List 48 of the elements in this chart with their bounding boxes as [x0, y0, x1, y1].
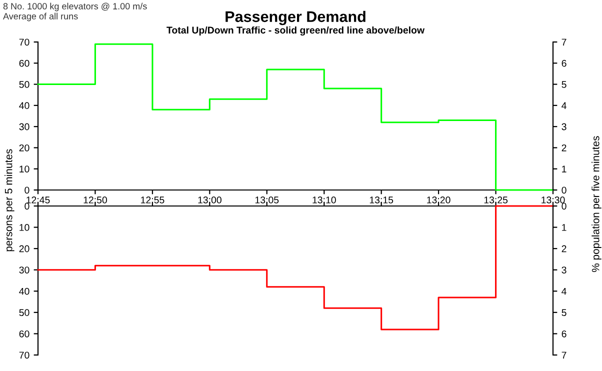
y2-tick-label: 1 [562, 166, 566, 172]
y-tick-label: 10 [20, 224, 30, 231]
y2-tick-label: 4 [562, 102, 566, 109]
chart-subtitle: Total Up/Down Traffic - solid green/red line above/below [166, 26, 425, 36]
y-tick-label: 50 [19, 309, 30, 316]
y2-tick-label: 7 [562, 38, 566, 46]
x-tick-label: 13:10 [312, 196, 336, 204]
y-tick-label: 20 [19, 144, 30, 152]
y-tick-label: 50 [19, 81, 30, 88]
y-tick-label: 70 [19, 38, 30, 46]
y-tick-label: 30 [19, 266, 30, 274]
y-axis-title: persons per 5 minutes [4, 149, 14, 252]
y2-tick-label: 7 [562, 352, 566, 359]
y2-tick-label: 3 [562, 123, 566, 130]
y-tick-label: 0 [24, 202, 30, 210]
x-tick-label: 12:55 [141, 196, 164, 204]
y-tick-label: 40 [19, 288, 30, 295]
y2-tick-label: 2 [562, 245, 566, 252]
chart-title: Passenger Demand [226, 10, 366, 26]
y2-tick-label: 4 [562, 288, 566, 295]
y-tick-label: 60 [19, 60, 30, 67]
y2-tick-label: 5 [562, 309, 566, 316]
x-tick-label: 12:50 [84, 196, 107, 204]
y2-tick-label: 0 [562, 202, 566, 210]
x-tick-label: 13:25 [484, 196, 508, 204]
y-tick-label: 10 [20, 166, 30, 172]
text: Average of all runs [3, 12, 78, 22]
x-tick-label: 13:15 [370, 196, 394, 204]
y2-tick-label: 0 [562, 186, 566, 194]
y-tick-label: 30 [19, 123, 30, 130]
y2-tick-label: 6 [562, 60, 566, 67]
y2-tick-label: 3 [562, 266, 566, 274]
y2-tick-label: 5 [562, 81, 566, 88]
text: 8 No. 1000 kg elevators @ 1.00 m/s [3, 2, 147, 12]
x-tick-label: 13:00 [198, 196, 222, 204]
y2-tick-label: 6 [562, 330, 566, 338]
y-tick-label: 40 [19, 102, 30, 110]
x-tick-label: 13:20 [427, 196, 450, 204]
y2-tick-label: 1 [562, 224, 566, 231]
y2-tick-label: 2 [562, 144, 566, 152]
y-tick-label: 20 [19, 245, 30, 252]
y-tick-label: 0 [24, 186, 30, 194]
x-tick-label: 12:45 [26, 196, 50, 204]
x-tick-label: 13:05 [255, 196, 279, 204]
y2-axis-title: % population per five minutes [592, 136, 602, 272]
x-tick-label: 13:30 [542, 196, 565, 204]
y-tick-label: 70 [19, 352, 30, 359]
y-tick-label: 60 [19, 330, 30, 338]
